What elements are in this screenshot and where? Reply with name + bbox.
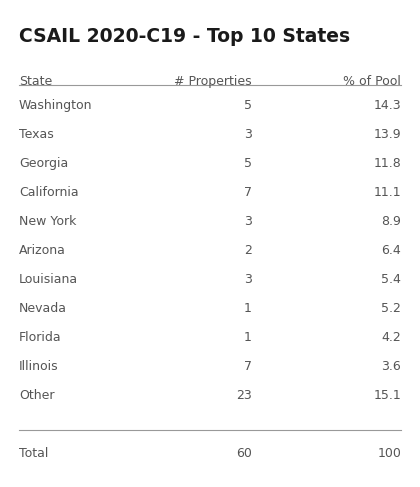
Text: 4.2: 4.2: [381, 331, 401, 344]
Text: 5: 5: [244, 157, 252, 170]
Text: Illinois: Illinois: [19, 360, 58, 373]
Text: 5: 5: [244, 99, 252, 112]
Text: Arizona: Arizona: [19, 244, 66, 257]
Text: 8.9: 8.9: [381, 215, 401, 228]
Text: 100: 100: [377, 447, 401, 460]
Text: 7: 7: [244, 360, 252, 373]
Text: 3: 3: [244, 128, 252, 141]
Text: Florida: Florida: [19, 331, 61, 344]
Text: Nevada: Nevada: [19, 302, 67, 315]
Text: Louisiana: Louisiana: [19, 273, 78, 286]
Text: Washington: Washington: [19, 99, 92, 112]
Text: 3: 3: [244, 273, 252, 286]
Text: 11.8: 11.8: [373, 157, 401, 170]
Text: 13.9: 13.9: [373, 128, 401, 141]
Text: 1: 1: [244, 331, 252, 344]
Text: 1: 1: [244, 302, 252, 315]
Text: 14.3: 14.3: [373, 99, 401, 112]
Text: State: State: [19, 75, 52, 89]
Text: 11.1: 11.1: [373, 186, 401, 199]
Text: 3.6: 3.6: [381, 360, 401, 373]
Text: # Properties: # Properties: [174, 75, 252, 89]
Text: 2: 2: [244, 244, 252, 257]
Text: Georgia: Georgia: [19, 157, 68, 170]
Text: 6.4: 6.4: [381, 244, 401, 257]
Text: Texas: Texas: [19, 128, 54, 141]
Text: 7: 7: [244, 186, 252, 199]
Text: Total: Total: [19, 447, 48, 460]
Text: California: California: [19, 186, 79, 199]
Text: 5.4: 5.4: [381, 273, 401, 286]
Text: 3: 3: [244, 215, 252, 228]
Text: 60: 60: [236, 447, 252, 460]
Text: Other: Other: [19, 389, 55, 402]
Text: 15.1: 15.1: [373, 389, 401, 402]
Text: 23: 23: [236, 389, 252, 402]
Text: New York: New York: [19, 215, 76, 228]
Text: 5.2: 5.2: [381, 302, 401, 315]
Text: % of Pool: % of Pool: [343, 75, 401, 89]
Text: CSAIL 2020-C19 - Top 10 States: CSAIL 2020-C19 - Top 10 States: [19, 27, 350, 46]
